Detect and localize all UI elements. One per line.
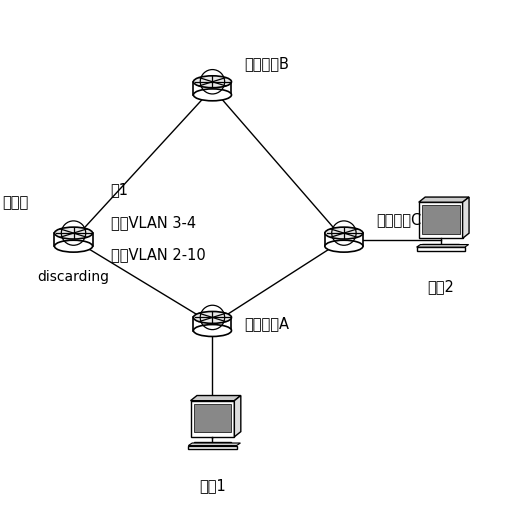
Text: 块1: 块1 [111, 182, 128, 197]
Text: 用户2: 用户2 [427, 279, 454, 295]
Ellipse shape [193, 89, 231, 101]
Polygon shape [419, 197, 469, 202]
Ellipse shape [325, 240, 363, 252]
Ellipse shape [325, 227, 363, 239]
FancyBboxPatch shape [194, 442, 231, 445]
Ellipse shape [54, 227, 93, 239]
Ellipse shape [193, 76, 231, 88]
FancyBboxPatch shape [422, 205, 460, 234]
FancyBboxPatch shape [193, 82, 231, 95]
Polygon shape [416, 245, 469, 247]
Text: 传输节点A: 传输节点A [245, 317, 290, 332]
Text: 主节点: 主节点 [3, 195, 29, 210]
FancyBboxPatch shape [325, 233, 363, 246]
Ellipse shape [193, 311, 231, 323]
FancyBboxPatch shape [422, 244, 460, 246]
FancyBboxPatch shape [194, 404, 231, 432]
Polygon shape [191, 396, 241, 401]
Ellipse shape [193, 324, 231, 337]
FancyBboxPatch shape [416, 247, 465, 251]
Text: 保护VLAN 2-10: 保护VLAN 2-10 [111, 247, 206, 262]
FancyBboxPatch shape [54, 233, 93, 246]
FancyBboxPatch shape [191, 401, 234, 437]
FancyBboxPatch shape [193, 318, 231, 331]
Polygon shape [234, 396, 241, 437]
Text: 用户1: 用户1 [199, 478, 226, 493]
Text: 控制VLAN 3-4: 控制VLAN 3-4 [111, 215, 196, 230]
Text: 传输节点C: 传输节点C [376, 212, 421, 227]
Text: discarding: discarding [38, 270, 109, 284]
Ellipse shape [54, 240, 93, 252]
Polygon shape [463, 197, 469, 238]
FancyBboxPatch shape [188, 446, 236, 449]
FancyBboxPatch shape [419, 202, 463, 238]
Polygon shape [188, 443, 241, 446]
Text: 传输节点B: 传输节点B [245, 56, 289, 71]
